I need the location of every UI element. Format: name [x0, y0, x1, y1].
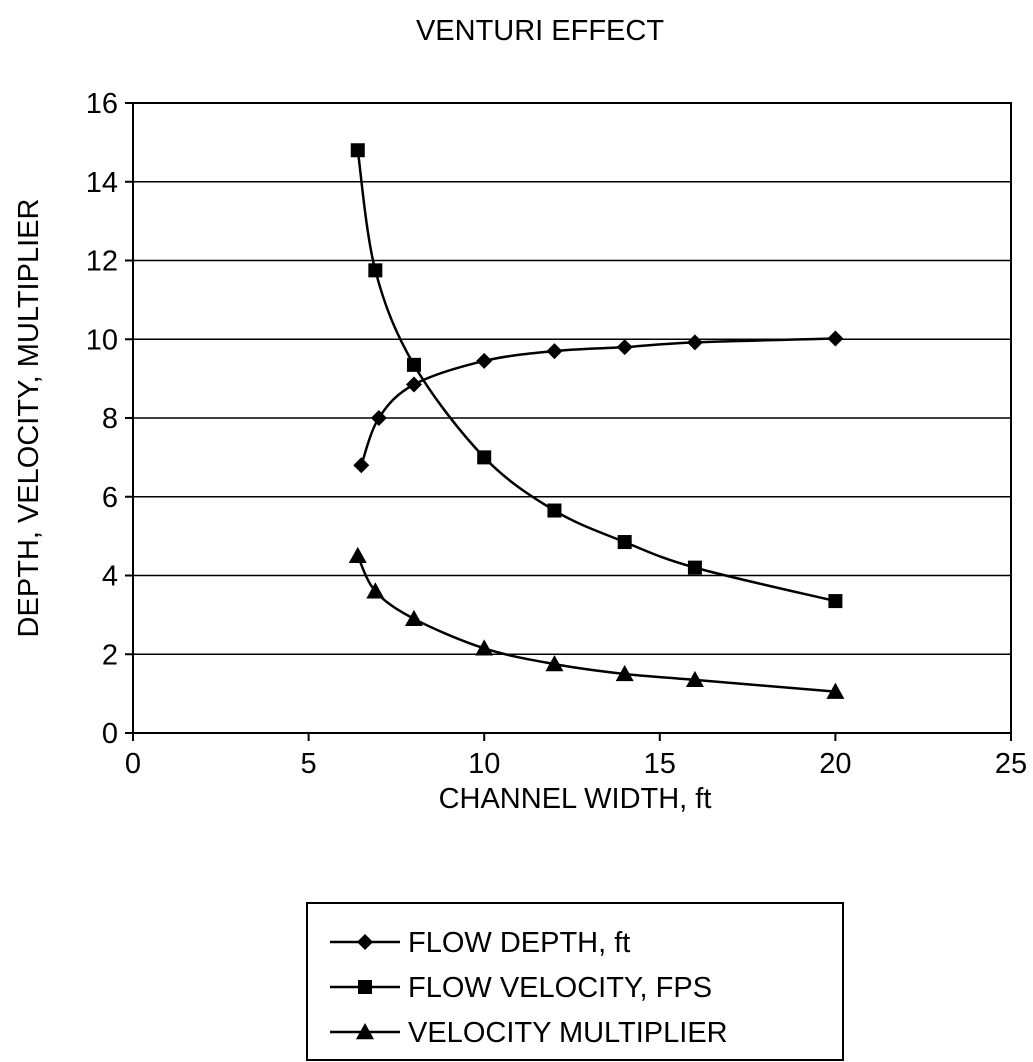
- series-square: [350, 143, 843, 609]
- y-tick-label-5: 10: [86, 324, 118, 356]
- data-point-triangle-5: [615, 664, 634, 682]
- legend-label-square: FLOW VELOCITY, FPS: [408, 972, 712, 1004]
- data-point-square-4: [547, 503, 562, 518]
- x-tick-label-0: 0: [125, 748, 141, 780]
- legend-item-diamond: FLOW DEPTH, ft: [330, 927, 630, 959]
- y-tick-label-8: 16: [86, 88, 118, 120]
- legend: FLOW DEPTH, ft FLOW VELOCITY, FPS VELOCITY…: [306, 902, 844, 1061]
- x-tick-label-1: 5: [301, 748, 317, 780]
- legend-label-diamond: FLOW DEPTH, ft: [408, 927, 630, 959]
- series-triangle: [348, 546, 845, 699]
- x-tick-label-3: 15: [644, 748, 676, 780]
- legend-item-triangle: VELOCITY MULTIPLIER: [330, 1017, 728, 1049]
- x-axis-label: CHANNEL WIDTH, ft: [439, 783, 712, 815]
- axes: 0 2 4 6 8 10 12 14 16 0 5 10 15 20 25: [86, 88, 1027, 780]
- data-point-square-5: [617, 535, 632, 550]
- data-point-square-2: [406, 357, 421, 372]
- legend-marker-diamond: [357, 934, 373, 950]
- series-line-diamond: [360, 337, 836, 466]
- data-point-diamond-4: [546, 343, 563, 360]
- data-point-square-6: [687, 560, 702, 575]
- chart-title: VENTURI EFFECT: [416, 15, 664, 47]
- data-point-triangle-7: [826, 682, 845, 699]
- data-point-triangle-6: [685, 670, 704, 688]
- data-point-square-3: [477, 450, 492, 465]
- data-point-triangle-4: [545, 655, 564, 672]
- data-point-diamond-1: [370, 410, 387, 426]
- legend-box: [306, 902, 844, 1061]
- y-tick-label-4: 8: [102, 403, 118, 435]
- data-point-triangle-3: [475, 639, 494, 656]
- y-tick-label-0: 0: [102, 718, 118, 750]
- y-axis-label: DEPTH, VELOCITY, MULTIPLIER: [13, 199, 45, 638]
- data-point-triangle-1: [366, 582, 385, 599]
- data-point-triangle-2: [404, 609, 423, 627]
- data-point-diamond-3: [476, 352, 493, 369]
- legend-marker-square: [358, 980, 372, 994]
- data-point-square-0: [350, 143, 365, 158]
- y-tick-label-2: 4: [102, 561, 118, 593]
- grid-lines: [133, 181, 1011, 655]
- y-tick-label-3: 6: [102, 482, 118, 514]
- y-tick-label-6: 12: [86, 246, 118, 278]
- y-tick-label-7: 14: [86, 167, 118, 199]
- legend-marker-triangle: [356, 1023, 374, 1040]
- series-line-square: [356, 150, 836, 603]
- data-point-diamond-5: [616, 339, 633, 356]
- series-group: [348, 143, 845, 699]
- legend-item-square: FLOW VELOCITY, FPS: [330, 972, 712, 1004]
- x-tick-label-4: 20: [819, 748, 851, 780]
- data-point-diamond-6: [686, 334, 703, 351]
- data-point-square-1: [368, 263, 383, 278]
- data-point-diamond-2: [405, 376, 422, 393]
- series-diamond: [353, 330, 844, 474]
- data-point-triangle-0: [348, 546, 367, 564]
- data-point-square-7: [828, 594, 843, 609]
- data-point-diamond-0: [353, 457, 370, 474]
- data-point-diamond-7: [827, 330, 844, 347]
- y-tick-label-1: 2: [102, 639, 118, 671]
- legend-label-triangle: VELOCITY MULTIPLIER: [408, 1017, 728, 1049]
- x-tick-label-5: 25: [995, 748, 1027, 780]
- x-tick-label-2: 10: [468, 748, 500, 780]
